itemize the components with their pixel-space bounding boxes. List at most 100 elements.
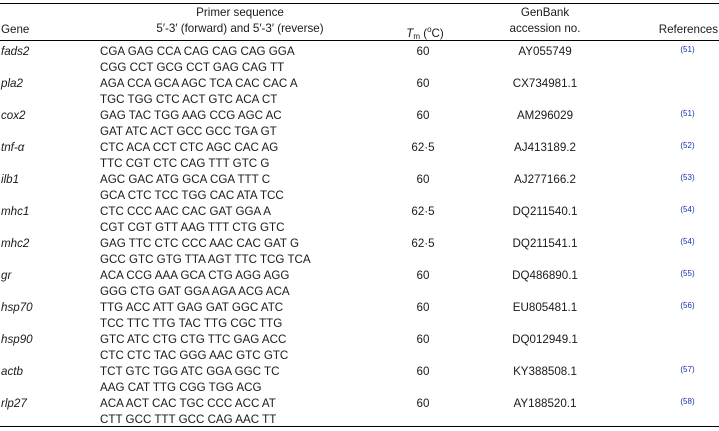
table-row: actb TCT GTC TGG ATC GGA GGC TC AAG CAT T… — [0, 364, 719, 396]
accession-number: AY188520.1 — [513, 397, 577, 410]
table-row: mhc1 CTC CCC AAC CAC GAT GGA A CGT CGT GT… — [0, 204, 719, 236]
reverse-primer: GAT ATC ACT GCC GCC TGA GT — [100, 125, 277, 138]
primer-sequences: ACA CCG AAA GCA CTG AGG AGG GGG CTG GAT G… — [100, 268, 290, 300]
tm-value: 62·5 — [411, 205, 435, 218]
table-row: gr ACA CCG AAA GCA CTG AGG AGG GGG CTG GA… — [0, 268, 719, 300]
tm-value: 60 — [416, 397, 430, 410]
reverse-primer: TTC CGT CTC CAG TTT GTC G — [100, 157, 270, 170]
reverse-primer: GGG CTG GAT GGA AGA ACG ACA — [100, 285, 290, 298]
header-tm-degree: o — [427, 25, 432, 34]
gene-name: tnf-α — [1, 141, 25, 154]
header-gene: Gene — [1, 23, 30, 36]
tm-value: 60 — [416, 269, 430, 282]
gene-name: mhc1 — [1, 205, 30, 218]
accession-number: AJ413189.2 — [514, 141, 576, 154]
tm-value: 60 — [416, 333, 430, 346]
header-primer-line1: Primer sequence — [196, 6, 284, 19]
reference-link[interactable]: (57) — [680, 365, 695, 374]
table-row: rlp27 ACA ACT CAC TGC CCC ACC AT CTT GCC … — [0, 396, 719, 428]
primer-sequences: CTC CCC AAC CAC GAT GGA A CGT CGT GTT AAG… — [100, 204, 284, 236]
primer-sequences: GAG TAC TGG AAG CCG AGC AC GAT ATC ACT GC… — [100, 108, 282, 140]
reference-link[interactable]: (54) — [680, 237, 695, 246]
primer-sequences: ACA ACT CAC TGC CCC ACC AT CTT GCC TTT GC… — [100, 396, 276, 428]
table-top-rule — [0, 3, 719, 4]
accession-number: AM296029 — [516, 109, 574, 122]
gene-name: rlp27 — [1, 397, 27, 410]
header-genbank-line2: accession no. — [509, 22, 581, 35]
table-bottom-rule — [0, 426, 719, 427]
table-row: ilb1 AGC GAC ATG GCA CGA TTT C GCA CTC TC… — [0, 172, 719, 204]
gene-name: ilb1 — [1, 173, 20, 186]
accession-number: AJ277166.2 — [514, 173, 576, 186]
tm-value: 60 — [416, 77, 430, 90]
tm-value: 60 — [416, 45, 430, 58]
forward-primer: ACA ACT CAC TGC CCC ACC AT — [100, 397, 276, 410]
forward-primer: AGA CCA GCA AGC TCA CAC CAC A — [100, 77, 298, 90]
header-primer-sequence: Primer sequence 5′-3′ (forward) and 5′-3… — [100, 5, 380, 37]
reverse-primer: CTC CTC TAC GGG AAC GTC GTC — [100, 349, 289, 362]
primer-sequences: GAG TTC CTC CCC AAC CAC GAT G GCC GTC GTG… — [100, 236, 311, 268]
table-row: mhc2 GAG TTC CTC CCC AAC CAC GAT G GCC GT… — [0, 236, 719, 268]
header-tm-close: C) — [431, 27, 444, 40]
gene-name: pla2 — [1, 77, 23, 90]
primer-sequences: AGA CCA GCA AGC TCA CAC CAC A TGC TGG CTC… — [100, 76, 298, 108]
gene-name: actb — [1, 365, 23, 378]
primer-sequences: GTC ATC CTG CTG TTC GAG ACC CTC CTC TAC G… — [100, 332, 288, 364]
table-header-rule — [0, 40, 719, 41]
header-genbank-line1: GenBank — [520, 6, 570, 19]
gene-name: fads2 — [1, 45, 30, 58]
reverse-primer: CGG CCT GCG CCT GAG CAG TT — [100, 61, 285, 74]
reverse-primer: GCC GTC GTG TTA AGT TTC TCG TCA — [100, 253, 311, 266]
reference-link[interactable]: (54) — [680, 205, 695, 214]
reverse-primer: TGC TGG CTC ACT GTC ACA CT — [100, 93, 278, 106]
reference-link[interactable]: (58) — [680, 397, 695, 406]
reverse-primer: AAG CAT TTG CGG TGG ACG — [100, 381, 262, 394]
gene-name: hsp70 — [1, 301, 33, 314]
table-row: hsp70 TTG ACC ATT GAG GAT GGC ATC TCC TTC… — [0, 300, 719, 332]
forward-primer: GAG TTC CTC CCC AAC CAC GAT G — [100, 237, 300, 250]
tm-value: 60 — [416, 365, 430, 378]
reverse-primer: CTT GCC TTT GCC CAG AAC TT — [100, 413, 277, 426]
table-row: fads2 CGA GAG CCA CAG CAG CAG GGA CGG CCT… — [0, 44, 719, 76]
accession-number: AY055749 — [518, 45, 572, 58]
primer-sequences: CGA GAG CCA CAG CAG CAG GGA CGG CCT GCG C… — [100, 44, 295, 76]
tm-value: 60 — [416, 173, 430, 186]
forward-primer: GTC ATC CTG CTG TTC GAG ACC — [100, 333, 287, 346]
header-tm-subscript: m — [413, 32, 420, 41]
primer-sequences: TCT GTC TGG ATC GGA GGC TC AAG CAT TTG CG… — [100, 364, 280, 396]
header-tm-open: ( — [419, 27, 428, 40]
forward-primer: AGC GAC ATG GCA CGA TTT C — [100, 173, 271, 186]
accession-number: KY388508.1 — [513, 365, 577, 378]
gene-name: gr — [1, 269, 12, 282]
forward-primer: ACA CCG AAA GCA CTG AGG AGG — [100, 269, 290, 282]
forward-primer: CTC CCC AAC CAC GAT GGA A — [100, 205, 271, 218]
gene-name: hsp90 — [1, 333, 33, 346]
reference-link[interactable]: (52) — [680, 141, 695, 150]
reverse-primer: GCA CTC TCC TGG CAC ATA TCC — [100, 189, 284, 202]
header-primer-line2: 5′-3′ (forward) and 5′-3′ (reverse) — [156, 22, 324, 35]
tm-value: 60 — [416, 301, 430, 314]
accession-number: EU805481.1 — [512, 301, 578, 314]
reference-link[interactable]: (55) — [680, 269, 695, 278]
gene-name: mhc2 — [1, 237, 30, 250]
accession-number: CX734981.1 — [512, 77, 578, 90]
table-row: hsp90 GTC ATC CTG CTG TTC GAG ACC CTC CTC… — [0, 332, 719, 364]
header-tm: Tm (oC) — [390, 22, 460, 45]
primer-sequences: CTC ACA CCT CTC AGC CAC AG TTC CGT CTC CA… — [100, 140, 278, 172]
accession-number: DQ486890.1 — [512, 269, 578, 282]
forward-primer: CTC ACA CCT CTC AGC CAC AG — [100, 141, 279, 154]
forward-primer: TCT GTC TGG ATC GGA GGC TC — [100, 365, 280, 378]
reference-link[interactable]: (53) — [680, 173, 695, 182]
reference-link[interactable]: (51) — [680, 109, 695, 118]
header-tm-symbol: T — [406, 27, 414, 40]
reverse-primer: CGT CGT GTT AAG TTT CTG GTC — [100, 221, 285, 234]
reference-link[interactable]: (51) — [680, 45, 695, 54]
accession-number: DQ211540.1 — [512, 205, 578, 218]
gene-name: cox2 — [1, 109, 26, 122]
accession-number: DQ012949.1 — [512, 333, 578, 346]
reference-link[interactable]: (56) — [680, 301, 695, 310]
primer-sequences: TTG ACC ATT GAG GAT GGC ATC TCC TTC TTG T… — [100, 300, 283, 332]
table-row: cox2 GAG TAC TGG AAG CCG AGC AC GAT ATC A… — [0, 108, 719, 140]
primer-sequences: AGC GAC ATG GCA CGA TTT C GCA CTC TCC TGG… — [100, 172, 284, 204]
